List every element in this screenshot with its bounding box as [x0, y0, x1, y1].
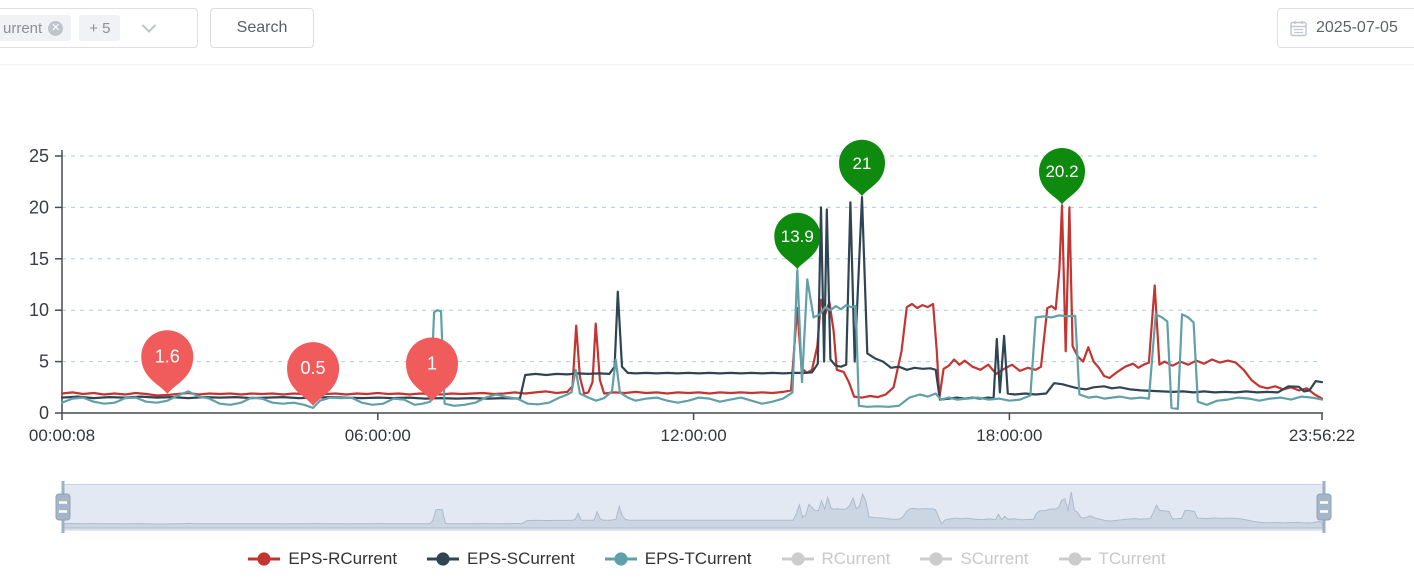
legend-marker-icon [781, 552, 814, 566]
tag-close-icon[interactable]: ✕ [48, 20, 64, 36]
max-marker-label: 21 [853, 154, 872, 173]
legend-item-EPS-SCurrent[interactable]: EPS-SCurrent [427, 549, 575, 569]
min-marker-pin[interactable] [406, 337, 459, 402]
min-marker-pin[interactable] [141, 330, 194, 395]
legend-marker-icon [248, 552, 281, 566]
max-marker-label: 20.2 [1045, 162, 1078, 181]
legend-item-EPS-TCurrent[interactable]: EPS-TCurrent [604, 549, 752, 569]
filter-tag-count: + 5 [79, 15, 121, 41]
chevron-down-icon[interactable] [142, 24, 157, 33]
max-marker-label: 13.9 [781, 227, 814, 246]
datazoom-handle-left[interactable] [55, 493, 71, 521]
date-picker[interactable]: 2025-07-05 [1277, 8, 1414, 48]
legend-item-RCurrent[interactable]: RCurrent [781, 549, 891, 569]
series-filter-select[interactable]: urrent ✕ + 5 [0, 8, 198, 48]
datazoom-handle-right[interactable] [1316, 493, 1332, 521]
x-axis-label: 18:00:00 [976, 426, 1042, 445]
x-axis-label: 00:00:08 [29, 426, 95, 445]
legend-label: TCurrent [1098, 549, 1166, 568]
toolbar-divider [0, 64, 1414, 65]
y-axis-label: 10 [29, 300, 49, 320]
min-marker-label: 1 [427, 354, 437, 374]
y-axis-label: 5 [39, 352, 49, 372]
filter-tag-label: urrent [3, 19, 43, 37]
legend-label: EPS-RCurrent [288, 549, 398, 568]
legend-item-SCurrent[interactable]: SCurrent [920, 549, 1029, 569]
series-line-EPS-TCurrent [60, 269, 1324, 410]
legend-item-TCurrent[interactable]: TCurrent [1058, 549, 1166, 569]
x-axis-label: 06:00:00 [345, 426, 411, 445]
series-line-EPS-SCurrent [60, 196, 1324, 401]
y-axis-label: 20 [29, 197, 49, 217]
filter-tag: urrent ✕ [0, 15, 72, 41]
datazoom-data-shadow [62, 491, 1325, 529]
search-button[interactable]: Search [210, 8, 314, 48]
legend-marker-icon [920, 552, 953, 566]
calendar-icon [1290, 20, 1307, 37]
legend-label: EPS-TCurrent [644, 549, 752, 568]
max-marker-pin[interactable] [839, 139, 886, 197]
min-marker-label: 0.5 [301, 358, 326, 378]
y-axis-label: 0 [39, 403, 49, 423]
series-line-EPS-RCurrent [60, 204, 1324, 400]
legend-marker-icon [604, 552, 637, 566]
y-axis-label: 25 [29, 146, 49, 166]
legend-marker-icon [1058, 552, 1091, 566]
min-marker-label: 1.6 [155, 346, 180, 366]
legend-item-EPS-RCurrent[interactable]: EPS-RCurrent [248, 549, 397, 569]
max-marker-pin[interactable] [774, 212, 821, 270]
date-value: 2025-07-05 [1316, 19, 1398, 36]
x-axis-label: 12:00:00 [661, 426, 727, 445]
legend-label: EPS-SCurrent [467, 549, 575, 568]
legend-marker-icon [427, 552, 460, 566]
y-axis-label: 15 [29, 249, 49, 269]
chart-legend: EPS-RCurrent EPS-SCurrent EPS-TCurrent RCur… [0, 549, 1414, 569]
chart-canvas[interactable]: 0 5 10 15 20 25 00:00:08 06:00:00 12:00:00 18:00:… [0, 64, 1414, 550]
x-axis-label: 23:56:22 [1289, 426, 1355, 445]
legend-label: SCurrent [960, 549, 1029, 568]
legend-label: RCurrent [821, 549, 891, 568]
min-marker-pin[interactable] [287, 342, 340, 406]
max-marker-pin[interactable] [1039, 147, 1086, 205]
